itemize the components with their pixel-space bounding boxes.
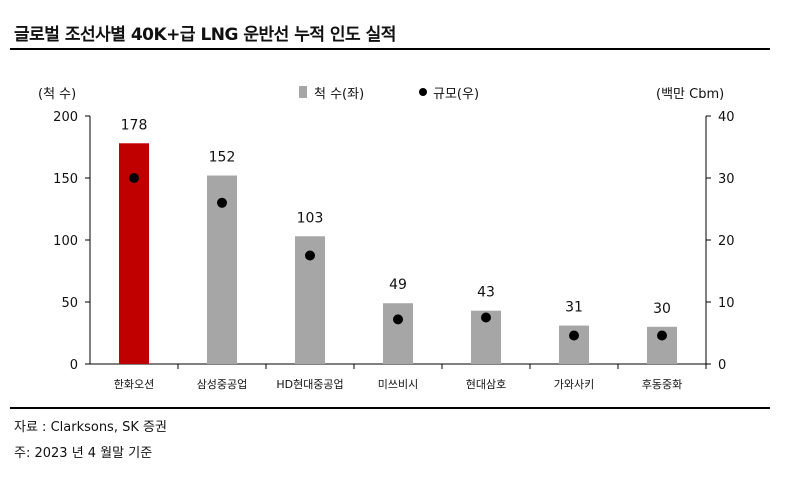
scatter-point	[305, 250, 315, 261]
plot-area: 0 50 100 150 200 0 10 20 30 40 178 한화오션 152 삼성중공업 103 H…	[53, 110, 734, 391]
left-tick-label: 0	[70, 358, 78, 373]
scatter-point	[657, 330, 667, 341]
bar-value-label: 30	[653, 301, 671, 317]
category-label: 한화오션	[114, 378, 154, 391]
left-tick-label: 150	[53, 172, 78, 187]
bar-value-label: 152	[209, 150, 236, 166]
scatter-point	[393, 314, 403, 325]
scatter-point	[129, 173, 139, 183]
left-tick-label: 50	[61, 296, 78, 311]
right-axis-label: (백만 Cbm)	[656, 87, 724, 102]
bar	[383, 303, 413, 364]
category-label: 가와사키	[554, 378, 594, 391]
scatter-point	[481, 312, 491, 323]
left-axis-label: (척 수)	[38, 87, 76, 102]
right-tick-label: 10	[718, 296, 735, 311]
scatter-point	[217, 197, 227, 208]
date-note: 주: 2023 년 4 월말 기준	[14, 446, 153, 461]
right-tick-label: 30	[718, 172, 735, 187]
bar-value-label: 43	[477, 285, 495, 301]
category-label: HD현대중공업	[276, 378, 343, 391]
footer-divider	[10, 407, 770, 409]
bar-value-label: 31	[565, 300, 583, 316]
legend-bar-label: 척 수(좌)	[314, 87, 364, 102]
legend: 척 수(좌) 규모(우)	[299, 86, 479, 102]
scatter-point	[569, 330, 579, 341]
left-tick-label: 100	[53, 234, 78, 249]
category-label: 삼성중공업	[197, 378, 248, 391]
left-tick-label: 200	[53, 110, 78, 125]
bar-value-label: 103	[297, 210, 324, 226]
category-label: 미쓰비시	[378, 378, 418, 391]
right-tick-label: 40	[718, 110, 735, 125]
source-note: 자료 : Clarksons, SK 증권	[14, 420, 167, 435]
title-divider	[10, 48, 770, 50]
chart-canvas: (척 수) (백만 Cbm) 척 수(좌) 규모(우) 050100150200…	[38, 86, 735, 391]
category-label: 후동중화	[642, 378, 682, 391]
bar-value-label: 49	[389, 277, 407, 293]
category-label: 현대삼호	[466, 378, 506, 391]
right-tick-label: 0	[718, 358, 726, 373]
chart-title: 글로벌 조선사별 40K+급 LNG 운반선 누적 인도 실적	[14, 25, 396, 45]
legend-marker-swatch	[419, 88, 427, 96]
bar-value-label: 178	[121, 117, 148, 133]
right-tick-label: 20	[718, 234, 735, 249]
legend-marker-label: 규모(우)	[433, 87, 479, 102]
legend-bar-swatch	[299, 86, 307, 98]
